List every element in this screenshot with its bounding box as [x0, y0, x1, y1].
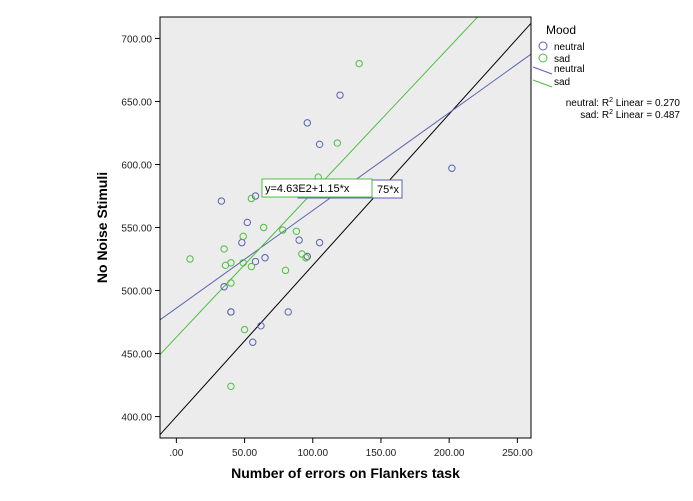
r2-annotation: neutral: R2 Linear = 0.270 [566, 97, 681, 109]
data-point-neutral [251, 257, 260, 266]
y-tick-label: 550.00 [121, 224, 152, 235]
data-point-neutral [284, 308, 292, 316]
x-axis-title: Number of errors on Flankers task [231, 465, 460, 481]
x-tick-label: 50.00 [232, 448, 257, 459]
data-point-neutral [257, 322, 265, 330]
fit-line-reference [160, 22, 531, 436]
data-point-sad [247, 194, 256, 203]
data-point-neutral [295, 236, 303, 244]
y-tick-label: 650.00 [121, 97, 152, 108]
data-point-neutral [220, 283, 228, 291]
data-point-sad [240, 325, 249, 334]
data-point-sad [279, 226, 287, 234]
x-tick-label: 150.00 [366, 448, 397, 459]
data-point-sad [227, 382, 235, 391]
x-tick-label: 250.00 [502, 448, 533, 459]
data-point-neutral [227, 308, 235, 316]
r2-annotation: sad: R2 Linear = 0.487 [580, 109, 680, 121]
data-point-sad [239, 232, 247, 241]
legend-line-sad [532, 79, 553, 88]
data-point-neutral [448, 164, 456, 172]
legend-marker-sad [538, 53, 548, 63]
y-tick-label: 600.00 [121, 160, 152, 171]
equation-labels: 75*x y=4.63E2+1.15*x [261, 178, 403, 199]
equation-label-text: y=4.63E2+1.15*x [265, 183, 350, 195]
data-point-sad [259, 223, 268, 232]
equation-label: y=4.63E2+1.15*x [261, 178, 373, 198]
legend-label: sad [554, 54, 570, 65]
data-points [186, 59, 456, 391]
legend-line-neutral [532, 66, 553, 75]
data-point-neutral [261, 254, 269, 262]
data-point-sad [247, 262, 256, 271]
data-point-sad [220, 245, 228, 253]
data-point-neutral [303, 119, 312, 127]
legend-label: sad [554, 77, 570, 88]
data-point-neutral [217, 197, 226, 205]
data-point-neutral [315, 238, 324, 247]
y-axis: 400.00 450.00 500.00 550.00 600.00 650.00 700.… [121, 34, 160, 424]
data-point-sad [186, 255, 194, 263]
data-point-neutral [251, 192, 260, 200]
data-point-neutral [336, 91, 344, 99]
data-point-sad [333, 139, 342, 147]
equation-label-box [261, 178, 373, 198]
data-point-sad [227, 279, 235, 287]
legend-label: neutral [554, 64, 585, 75]
y-tick-label: 400.00 [121, 413, 152, 424]
y-tick-label: 450.00 [121, 350, 152, 361]
x-tick-label: .00 [169, 448, 183, 459]
x-tick-label: 100.00 [297, 448, 328, 459]
data-point-sad [298, 250, 306, 258]
data-point-sad [292, 227, 301, 235]
x-tick-label: 200.00 [434, 448, 465, 459]
equation-label-text: 75*x [377, 184, 400, 196]
plot-area [160, 17, 531, 438]
data-point-neutral [315, 140, 324, 149]
y-tick-label: 500.00 [121, 287, 152, 298]
data-point-sad [221, 261, 230, 270]
legend-label: neutral [554, 42, 585, 53]
data-point-sad [281, 266, 290, 275]
data-point-sad [302, 254, 310, 262]
data-point-neutral [249, 338, 257, 346]
y-tick-label: 700.00 [121, 34, 152, 45]
data-point-sad [239, 259, 247, 267]
data-point-sad [355, 59, 363, 68]
legend-marker-neutral [538, 41, 548, 51]
data-point-neutral [243, 218, 251, 227]
legend-title: Mood [546, 23, 576, 37]
y-axis-title: No Noise Stimuli [94, 172, 110, 283]
x-axis: .00 50.00 100.00 150.00 200.00 250.00 [169, 438, 533, 459]
